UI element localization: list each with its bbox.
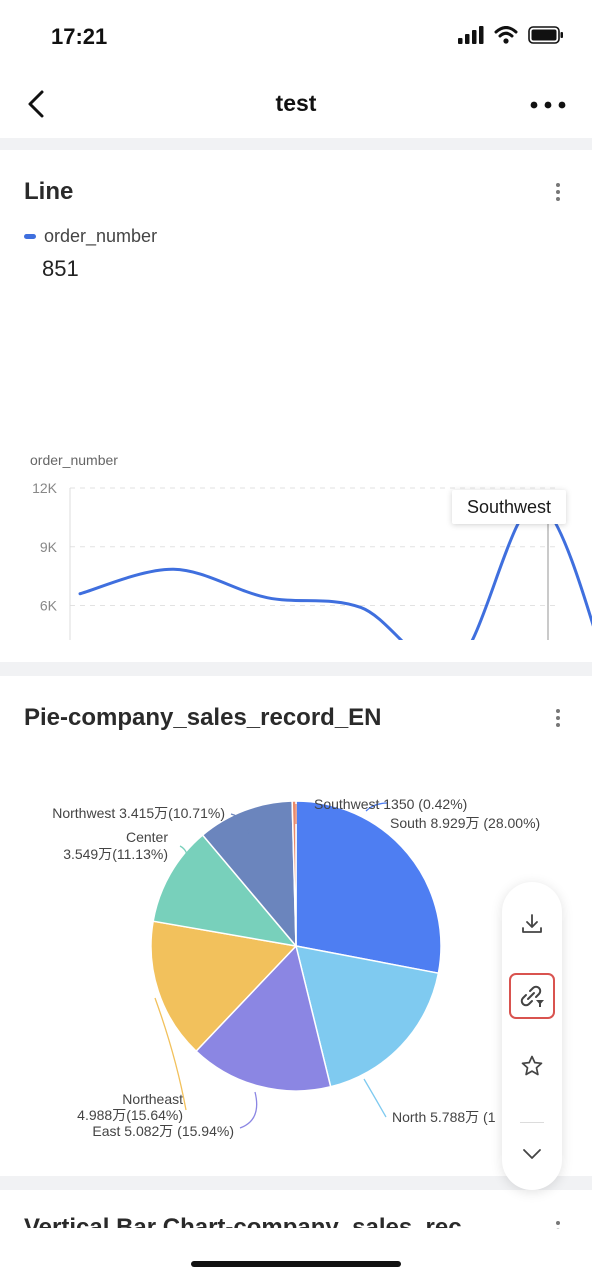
y-axis-title: order_number (30, 452, 118, 468)
home-indicator (191, 1261, 401, 1267)
page-title: test (275, 90, 317, 116)
pie-slice-label: North 5.788万 (1 (392, 1109, 496, 1125)
label-leader-line (230, 813, 250, 834)
pie-slice-label: East 5.082万 (15.94%) (92, 1123, 234, 1139)
toolbar-divider (520, 1122, 544, 1123)
status-bar: 17:21 (0, 0, 592, 70)
label-leader-line (365, 802, 389, 812)
pie-slice-label: 4.988万(15.64%) (77, 1107, 183, 1123)
more-vertical-icon (556, 183, 560, 201)
y-tick-label: 9K (40, 539, 58, 555)
star-icon (521, 1055, 543, 1076)
card-menu-button[interactable] (548, 180, 568, 206)
chart-legend[interactable]: order_number (24, 226, 157, 247)
more-vertical-icon (556, 1221, 560, 1229)
back-button[interactable] (18, 84, 58, 124)
y-tick-label: 12K (32, 480, 58, 496)
link-filter-icon (520, 985, 544, 1007)
line-chart-card: Line order_number 851 order_number 03K6K… (0, 150, 592, 662)
pie-slice-southwest[interactable] (291, 800, 297, 947)
pie-chart-card: Pie-company_sales_record_EN South 8.929万… (0, 676, 592, 1176)
status-icons (458, 26, 564, 44)
legend-swatch (24, 234, 36, 239)
collapse-toolbar-button[interactable] (514, 1136, 550, 1172)
legend-label: order_number (44, 226, 158, 246)
pie-slice-northeast[interactable] (150, 920, 298, 1053)
card-menu-button[interactable] (548, 1218, 568, 1229)
card-title: Pie-company_sales_record_EN (24, 704, 382, 731)
kpi-value: 851 (42, 256, 79, 281)
label-leader-line (179, 845, 189, 870)
pie-slice-north[interactable] (294, 945, 440, 1088)
pie-chart[interactable]: South 8.929万 (28.00%) North 5.788万 (1 East… (0, 756, 592, 1176)
tooltip-label: Southwest (467, 497, 551, 517)
wifi-icon (494, 26, 518, 44)
pie-slice-label: Southwest 1350 (0.42%) (314, 796, 467, 812)
card-title: Line (24, 178, 74, 205)
more-horizontal-icon (530, 101, 566, 109)
pie-slice-label: Northeast (122, 1091, 183, 1107)
pie-slice-label: 3.549万(11.13%) (63, 846, 168, 862)
download-button[interactable] (514, 906, 550, 942)
signal-icon (458, 26, 484, 44)
more-vertical-icon (556, 709, 560, 727)
battery-icon (528, 26, 563, 44)
tooltip: Southwest (452, 490, 566, 524)
pie-slice-label: South 8.929万 (28.00%) (390, 815, 540, 831)
download-icon (522, 914, 542, 933)
pie-slice-northwest[interactable] (201, 800, 297, 949)
label-leader-line (154, 997, 187, 1111)
label-leader-line (363, 1078, 387, 1118)
pie-slice-south[interactable] (295, 800, 442, 975)
status-time: 17:21 (51, 24, 108, 49)
pie-slice-east[interactable] (195, 944, 332, 1092)
y-tick-label: 6K (40, 598, 58, 614)
chevron-left-icon (28, 90, 44, 118)
card-title: Vertical Bar Chart-company_sales_rec (24, 1214, 462, 1241)
nav-bar: test (0, 70, 592, 138)
label-leader-line (239, 1091, 258, 1129)
floating-toolbar (502, 882, 562, 1190)
chevron-down-icon (523, 1149, 541, 1159)
pie-slice-label: Northwest 3.415万(10.71%) (52, 805, 225, 821)
favorite-button[interactable] (514, 1048, 550, 1084)
line-chart[interactable]: order_number 03K6K9K12K CenterEastNorthN… (0, 300, 592, 640)
more-button[interactable] (526, 90, 570, 120)
link-filter-button[interactable] (509, 973, 555, 1019)
card-menu-button[interactable] (548, 706, 568, 732)
pie-slice-label: Center (126, 829, 168, 845)
